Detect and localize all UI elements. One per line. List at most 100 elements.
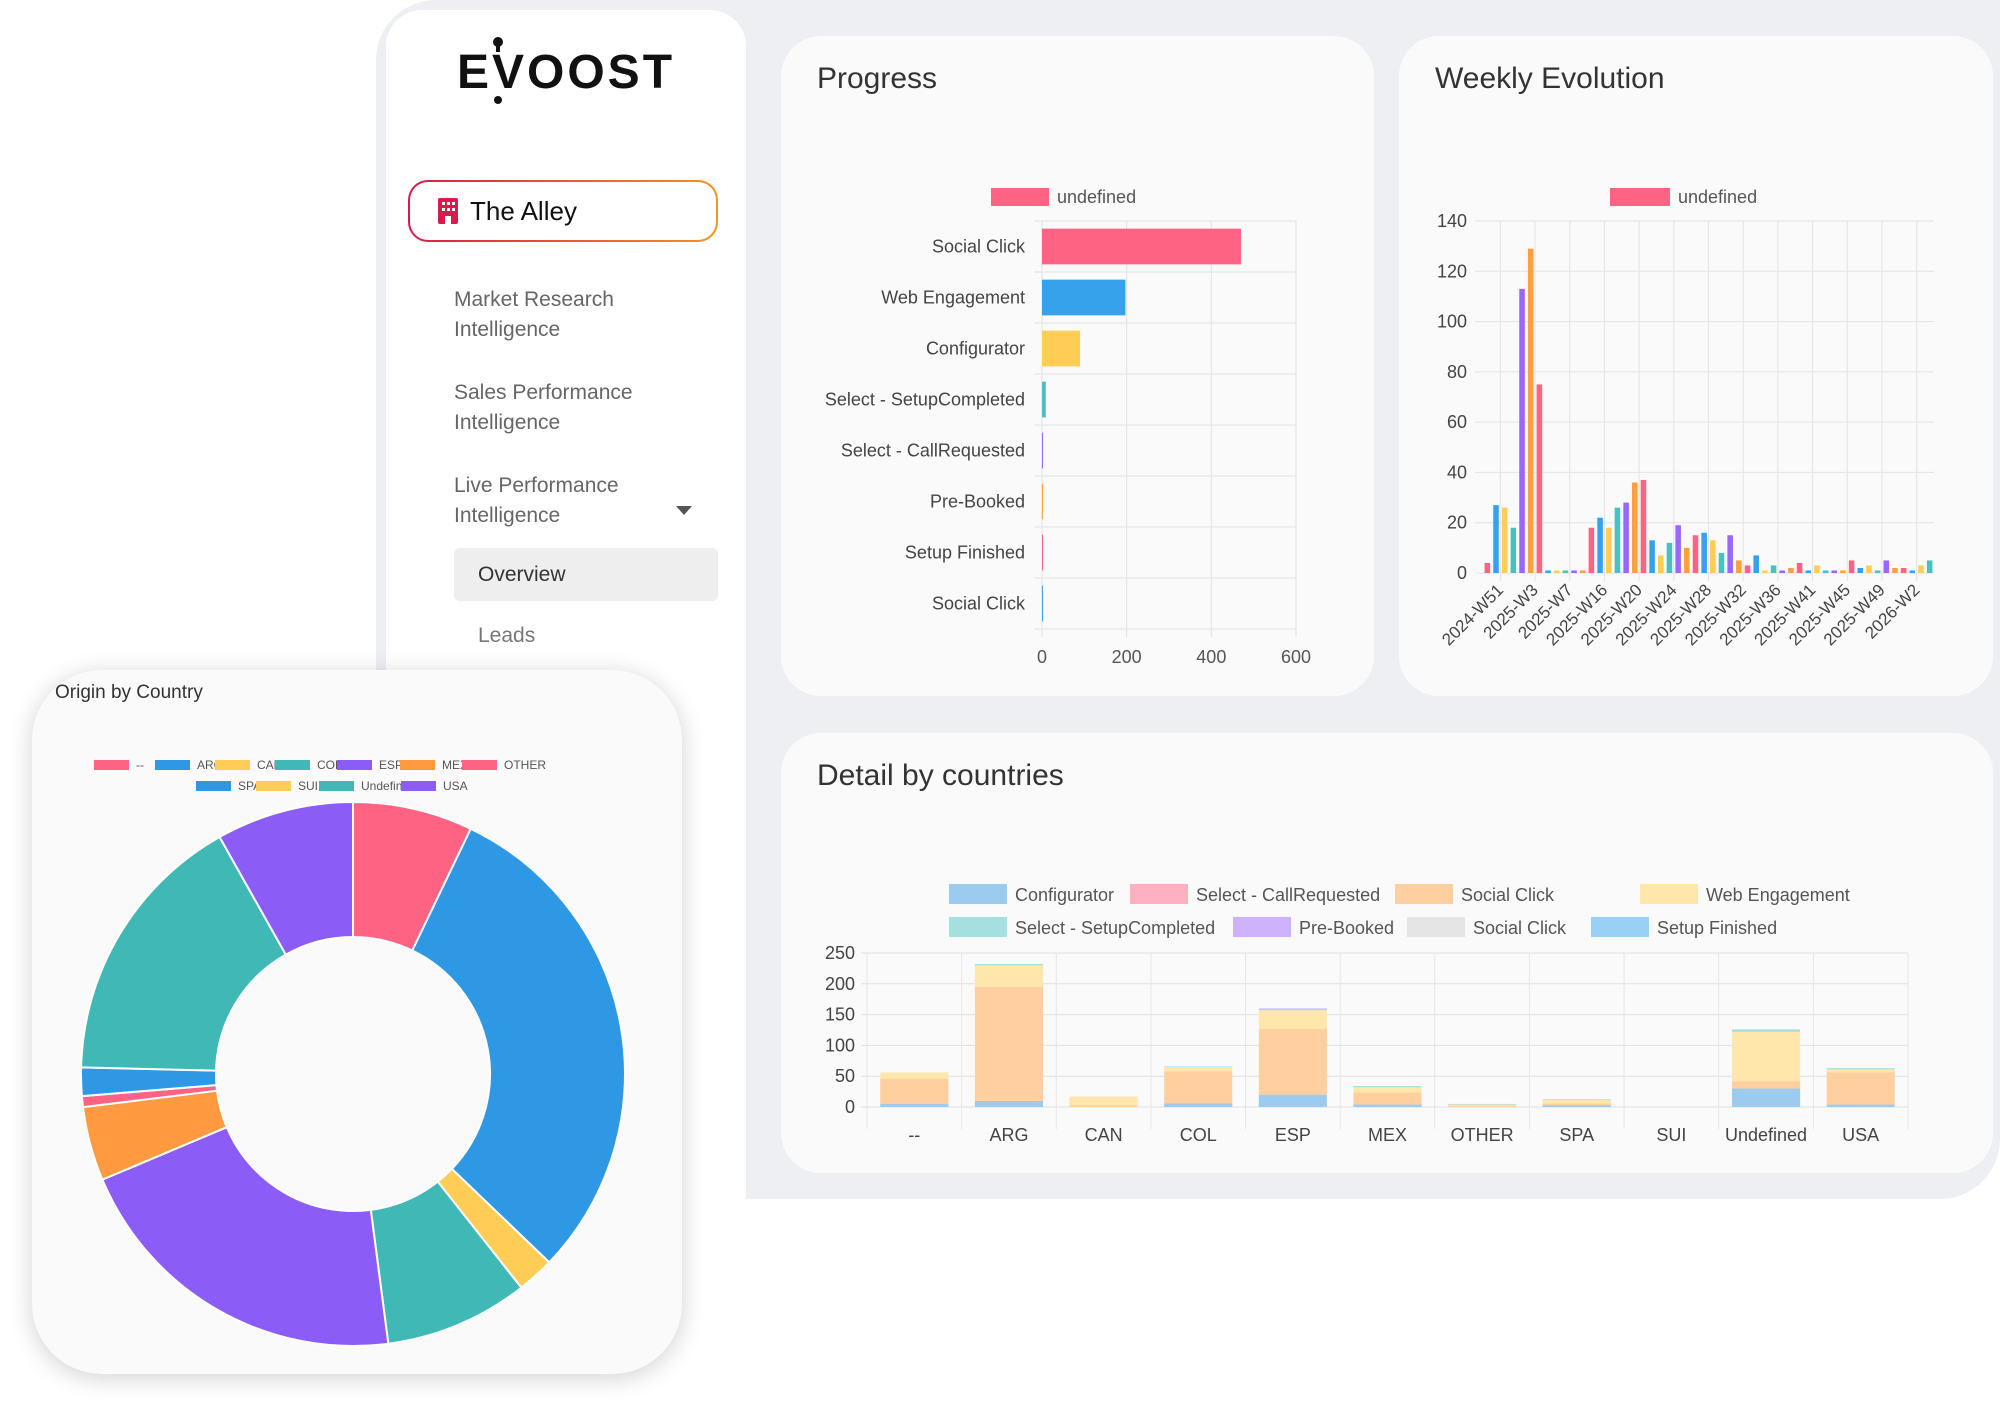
legend-swatch — [991, 188, 1049, 206]
bar — [1918, 565, 1924, 573]
y-tick-label: 40 — [1447, 462, 1467, 482]
bar — [1727, 535, 1733, 573]
evoost-logo: EVOOST — [457, 37, 672, 104]
x-tick-label: ESP — [1275, 1125, 1311, 1145]
bar-segment — [1542, 1099, 1611, 1104]
x-tick-label: OTHER — [1451, 1125, 1514, 1145]
x-tick-label: Undefined — [1725, 1125, 1807, 1145]
bar-segment — [1448, 1104, 1517, 1106]
bar-segment — [1258, 1008, 1327, 1010]
bar-segment — [1542, 1098, 1611, 1100]
legend-swatch — [256, 781, 291, 791]
bar-segment — [1542, 1105, 1611, 1107]
bar — [1805, 570, 1812, 573]
bar-segment — [1731, 1081, 1801, 1089]
x-tick-label: USA — [1842, 1125, 1879, 1145]
legend-swatch — [949, 884, 1007, 904]
legend-label: OTHER — [504, 758, 546, 772]
bar — [1857, 567, 1864, 573]
bar-segment — [1353, 1092, 1422, 1105]
sidebar-item-live-performance[interactable]: Live Performance Intelligence — [454, 474, 619, 527]
origin-card: Origin by Country -- ARG CAN COL ESP MEX OTHER… — [32, 670, 682, 1374]
x-tick-label: CAN — [1085, 1125, 1123, 1145]
property-selector[interactable]: The Alley — [408, 180, 718, 242]
bar — [1605, 527, 1612, 573]
bar — [1553, 570, 1560, 573]
bar — [1822, 570, 1829, 573]
sidebar-subitem-leads[interactable]: Leads — [478, 624, 536, 647]
bar-segment — [1826, 1068, 1895, 1070]
legend-label: SPA — [238, 779, 261, 793]
bar — [1684, 547, 1690, 573]
progress-card: Progress undefined 0 200 400 600 Social Click… — [781, 36, 1374, 696]
legend-label: undefined — [1678, 187, 1757, 207]
bar — [1675, 525, 1681, 573]
sidebar-item-market-research[interactable]: Market Research Intelligence — [454, 288, 614, 341]
x-tick-label: 400 — [1196, 647, 1226, 667]
bar-segment — [1826, 1104, 1895, 1107]
card-title: Detail by countries — [817, 759, 1064, 792]
bar — [1744, 565, 1751, 573]
sidebar-subitem-overview[interactable]: Overview — [454, 548, 718, 601]
legend-swatch — [401, 781, 436, 791]
y-tick-label: 100 — [1437, 312, 1467, 332]
bar-segment — [1826, 1069, 1895, 1073]
bar — [1796, 562, 1803, 573]
bar-segment — [1353, 1086, 1422, 1088]
legend-swatch — [155, 760, 190, 770]
legend-swatch — [1610, 188, 1670, 206]
legend-label: Setup Finished — [1657, 918, 1777, 938]
x-tick-label: 600 — [1281, 647, 1311, 667]
bar — [1788, 567, 1794, 573]
legend-swatch — [1591, 917, 1649, 937]
donut-slice — [101, 1125, 390, 1347]
bar-segment — [974, 965, 1044, 987]
bar — [1042, 330, 1081, 367]
bar — [1042, 585, 1043, 622]
progress-chart: undefined 0 200 400 600 Social Click Web Engag… — [825, 187, 1311, 667]
legend-label: Select - CallRequested — [1196, 885, 1380, 905]
sidebar-item-sales-performance[interactable]: Sales Performance Intelligence — [454, 381, 633, 434]
y-tick-label: Web Engagement — [881, 288, 1025, 308]
bar — [1926, 560, 1933, 573]
bar-segment — [974, 964, 1044, 966]
legend-label: -- — [136, 758, 144, 772]
y-tick-label: 120 — [1437, 261, 1467, 281]
donut-slice — [218, 800, 354, 956]
y-tick-label: Social Click — [932, 237, 1026, 257]
x-tick-label: ARG — [989, 1125, 1028, 1145]
bar — [1779, 570, 1785, 573]
bar — [1042, 534, 1043, 571]
chevron-down-icon[interactable] — [676, 506, 692, 515]
bar-segment — [1258, 1028, 1327, 1095]
bar — [1042, 381, 1046, 418]
bar — [1831, 570, 1838, 573]
sidebar: EVOOST The Alley Market Research Intelli… — [386, 10, 746, 1199]
bar — [1692, 535, 1699, 573]
bar-segment — [880, 1103, 949, 1107]
bar-segment — [974, 986, 1044, 1101]
bar — [1814, 565, 1820, 573]
bar — [1666, 542, 1673, 573]
legend-swatch — [400, 760, 435, 770]
x-tick-label: 200 — [1112, 647, 1142, 667]
legend-swatch — [1640, 884, 1698, 904]
bar — [1614, 507, 1621, 573]
bar-segment — [1164, 1066, 1233, 1072]
bar-segment — [880, 1103, 949, 1104]
legend-swatch — [1407, 917, 1465, 937]
bar — [1042, 279, 1126, 316]
legend-label: Social Click — [1461, 885, 1555, 905]
bar-segment — [1542, 1103, 1611, 1106]
bar — [1762, 570, 1768, 573]
bar — [1588, 527, 1595, 573]
bar-segment — [1069, 1096, 1138, 1106]
y-tick-label: 100 — [825, 1035, 855, 1055]
bar — [1519, 288, 1525, 573]
bar-segment — [1826, 1072, 1895, 1105]
x-tick-label: 0 — [1037, 647, 1047, 667]
x-tick-label: -- — [908, 1125, 920, 1145]
bar-segment — [1448, 1103, 1517, 1105]
bar-segment — [880, 1072, 949, 1079]
legend-swatch — [462, 760, 497, 770]
